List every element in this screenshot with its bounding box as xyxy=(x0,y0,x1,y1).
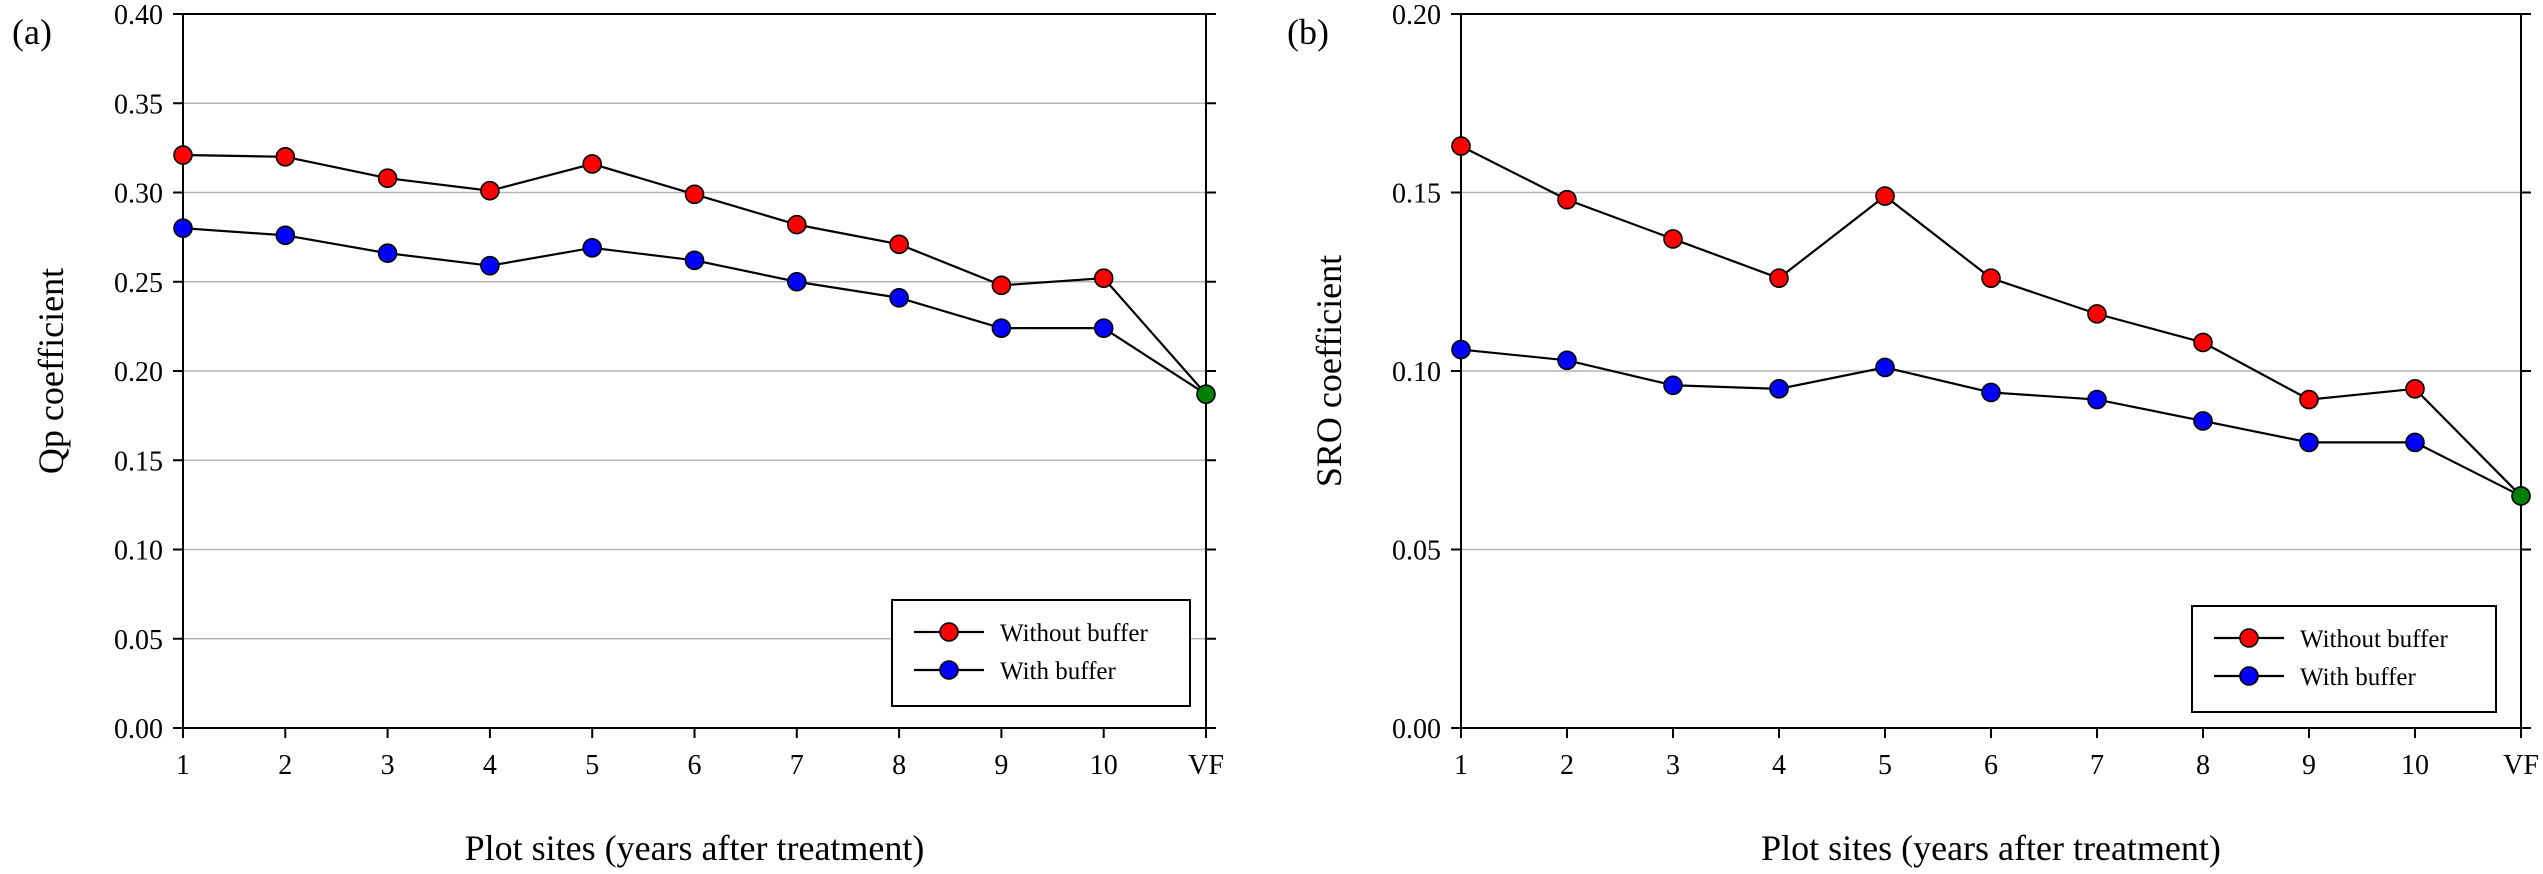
data-point-without-buffer xyxy=(1557,189,1577,210)
legend-label: Without buffer xyxy=(2300,626,2448,653)
y-axis-title: Qp coefficient xyxy=(31,268,71,474)
data-point-with-buffer xyxy=(480,255,500,276)
y-tick-label: 0.20 xyxy=(1392,0,1441,31)
x-tick-label: 2 xyxy=(1560,750,1574,781)
y-tick-label: 0.05 xyxy=(1392,536,1441,567)
data-point-without-buffer xyxy=(1875,186,1895,206)
x-tick-label: 9 xyxy=(2302,750,2316,781)
legend-label: With buffer xyxy=(2300,664,2417,691)
data-point-without-buffer xyxy=(2405,379,2425,399)
x-tick-label: 3 xyxy=(1666,750,1680,781)
data-point-with-buffer xyxy=(2087,389,2107,410)
x-tick-label: 8 xyxy=(2196,750,2210,781)
x-tick-label: 5 xyxy=(585,750,599,781)
x-tick-label: VF xyxy=(1188,750,1224,781)
data-point-with-buffer xyxy=(1451,339,1471,360)
x-tick-label: 4 xyxy=(483,750,497,781)
data-point-with-buffer xyxy=(889,288,909,308)
x-axis-title: Plot sites (years after treatment) xyxy=(465,828,925,868)
legend-box xyxy=(2191,605,2497,713)
data-point-without-buffer xyxy=(1663,229,1683,249)
legend-box xyxy=(891,599,1191,707)
y-tick-label: 0.25 xyxy=(114,268,163,299)
data-point-with-buffer xyxy=(275,225,296,246)
legend-marker xyxy=(2239,666,2259,686)
chart-panel-a: 0.00 0.05 0.10 0.15 0.20 0.25 0.30 0.35 0.40 1 2 3 4… xyxy=(12,0,1224,868)
data-point-without-buffer xyxy=(786,214,807,235)
data-point-with-buffer xyxy=(786,271,807,292)
data-point-with-buffer xyxy=(1663,375,1683,396)
data-point-with-buffer xyxy=(684,250,705,271)
x-tick-label: VF xyxy=(2503,750,2539,781)
y-tick-label: 0.00 xyxy=(114,714,163,745)
y-tick-label: 0.10 xyxy=(1392,357,1441,388)
data-point-without-buffer xyxy=(1451,136,1471,156)
y-tick-label: 0.10 xyxy=(114,536,163,567)
panel-label: (a) xyxy=(12,12,52,52)
data-point-without-buffer xyxy=(377,168,398,189)
data-point-with-buffer xyxy=(2405,432,2425,453)
data-point-vf xyxy=(1196,384,1216,405)
y-tick-label: 0.20 xyxy=(114,357,163,388)
x-tick-label: 6 xyxy=(688,750,702,781)
x-tick-label: 1 xyxy=(1454,750,1468,781)
legend-label: Without buffer xyxy=(1000,620,1148,647)
x-tick-label: 10 xyxy=(2401,750,2429,781)
x-tick-label: 9 xyxy=(994,750,1008,781)
y-tick-label: 0.05 xyxy=(114,625,163,656)
data-point-without-buffer xyxy=(1981,268,2001,288)
x-tick-label: 7 xyxy=(790,750,804,781)
x-tick-label: 7 xyxy=(2090,750,2104,781)
data-point-without-buffer xyxy=(1769,268,1789,288)
x-tick-label: 3 xyxy=(381,750,395,781)
data-point-vf xyxy=(2511,486,2531,506)
chart-panel-b: 0.00 0.05 0.10 0.15 0.20 1 2 3 4 5 6 7 8 9 10 VF Plot si… xyxy=(1287,0,2539,868)
data-point-with-buffer xyxy=(1093,318,1114,338)
data-point-without-buffer xyxy=(889,234,909,255)
data-point-with-buffer xyxy=(1557,350,1577,371)
legend-marker xyxy=(939,660,959,680)
y-tick-label: 0.30 xyxy=(114,179,163,210)
x-tick-label: 10 xyxy=(1090,750,1118,781)
legend: Without buffer With buffer xyxy=(891,599,1191,707)
legend-marker xyxy=(939,622,959,642)
x-tick-label: 6 xyxy=(1984,750,1998,781)
y-tick-label: 0.00 xyxy=(1392,714,1441,745)
data-point-without-buffer xyxy=(1093,268,1114,288)
data-point-without-buffer xyxy=(2299,389,2319,410)
x-tick-label: 8 xyxy=(892,750,906,781)
panel-label: (b) xyxy=(1287,12,1329,52)
x-tick-label: 2 xyxy=(278,750,292,781)
legend: Without buffer With buffer xyxy=(2191,605,2497,713)
data-point-with-buffer xyxy=(1769,379,1789,399)
data-point-with-buffer xyxy=(2193,411,2213,431)
x-tick-label: 5 xyxy=(1878,750,1892,781)
data-point-with-buffer xyxy=(173,218,193,238)
y-tick-label: 0.35 xyxy=(114,89,163,120)
data-point-without-buffer xyxy=(2087,304,2107,324)
data-point-with-buffer xyxy=(1875,357,1895,378)
legend-marker xyxy=(2239,628,2259,648)
x-tick-label: 1 xyxy=(176,750,190,781)
data-point-without-buffer xyxy=(991,275,1012,296)
legend-label: With buffer xyxy=(1000,658,1117,685)
data-point-without-buffer xyxy=(684,184,705,205)
data-point-without-buffer xyxy=(2193,332,2213,353)
data-point-without-buffer xyxy=(275,147,296,167)
data-point-with-buffer xyxy=(582,238,603,258)
y-axis-title: SRO coefficient xyxy=(1309,255,1349,487)
data-point-with-buffer xyxy=(991,318,1012,338)
data-point-without-buffer xyxy=(480,180,500,201)
y-tick-label: 0.40 xyxy=(114,0,163,31)
data-point-with-buffer xyxy=(1981,382,2001,403)
data-point-without-buffer xyxy=(582,154,603,174)
y-tick-label: 0.15 xyxy=(1392,179,1441,210)
data-point-with-buffer xyxy=(2299,432,2319,453)
x-tick-label: 4 xyxy=(1772,750,1786,781)
y-tick-label: 0.15 xyxy=(114,446,163,477)
data-point-with-buffer xyxy=(377,243,398,263)
x-axis-title: Plot sites (years after treatment) xyxy=(1761,828,2221,868)
data-point-without-buffer xyxy=(173,145,193,165)
